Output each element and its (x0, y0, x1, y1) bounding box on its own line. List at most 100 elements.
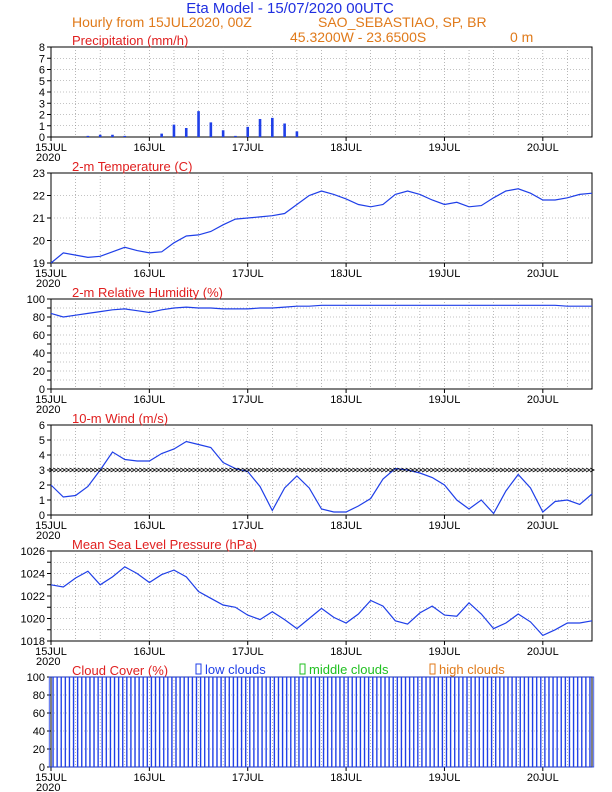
precip-bar (258, 119, 262, 137)
x-tick-label: 18JUL (330, 394, 362, 406)
wind-barb (499, 467, 505, 473)
low-cloud-bar (106, 676, 111, 768)
low-cloud-bar (155, 676, 160, 768)
precip-bar (271, 117, 274, 137)
low-cloud-bar (557, 676, 562, 768)
low-cloud-bar (126, 676, 132, 768)
wind-barb (454, 467, 460, 473)
wind-barb (548, 467, 555, 473)
wind-barb (212, 467, 218, 473)
legend-swatch (429, 663, 436, 675)
low-cloud-bar (384, 676, 390, 768)
wind-barb (475, 467, 481, 473)
low-cloud-bar (282, 676, 287, 768)
wind-barb (110, 467, 116, 473)
y-tick-label: 8 (39, 42, 45, 54)
wind-barb (143, 467, 149, 473)
wind-barb (503, 467, 509, 473)
low-cloud-bar (540, 676, 545, 768)
wind-barb (352, 467, 358, 473)
low-cloud-bar (466, 676, 472, 768)
x-tick-label: 18JUL (330, 772, 362, 784)
precip-bar (197, 111, 200, 137)
wind-barb (147, 467, 153, 473)
wind-barb (544, 467, 550, 473)
wind-barb (102, 467, 108, 473)
low-cloud-bar (294, 676, 300, 768)
wind-barb (282, 467, 288, 473)
panel-5: 1018 1020 1022 1024 1026 15JUL 16JUL 17JUL 18JUL… (21, 537, 593, 668)
x-tick-label: 19JUL (429, 772, 461, 784)
wind-barb (520, 467, 526, 473)
low-cloud-bar (315, 676, 320, 768)
low-cloud-bar (470, 676, 476, 768)
wind-barb (585, 467, 591, 473)
panel-2: 19 20 21 22 23 15JUL 16JUL 17JUL 18JUL 19JUL 20JUL… (33, 159, 593, 290)
low-cloud-bar (85, 676, 91, 768)
y-tick-label: 3 (39, 98, 45, 110)
low-cloud-bar (380, 676, 386, 768)
x-tick-label: 15JUL (35, 646, 67, 658)
low-cloud-bar (434, 676, 439, 768)
low-cloud-bar (175, 676, 181, 768)
low-cloud-bar (491, 676, 496, 768)
wind-barb (298, 467, 305, 473)
precip-bar (98, 134, 102, 137)
low-cloud-bar (89, 676, 95, 768)
low-cloud-bar (524, 676, 529, 768)
wind-barb (200, 467, 206, 473)
low-cloud-bar (130, 676, 136, 768)
low-cloud-bar (503, 676, 509, 768)
wind-barb (450, 467, 456, 473)
low-cloud-bar (65, 676, 70, 768)
y-tick-label: 60 (33, 330, 45, 342)
precip-bar (246, 126, 250, 137)
y-tick-label: 1022 (21, 591, 45, 603)
low-cloud-bar (61, 676, 66, 768)
low-cloud-bar (409, 676, 414, 768)
wind-barb (241, 467, 247, 473)
y-tick-label: 3 (39, 465, 45, 477)
x-tick-label: 17JUL (232, 268, 264, 280)
y-tick-label: 2 (39, 110, 45, 122)
y-tick-label: 1 (39, 121, 45, 133)
x-tick-label: 16JUL (133, 520, 165, 532)
low-cloud-bar (241, 676, 246, 768)
wind-barb (159, 467, 165, 473)
y-tick-label: 80 (33, 690, 45, 702)
x-tick-label: 16JUL (133, 142, 165, 154)
low-cloud-bar (225, 676, 230, 768)
y-tick-label: 6 (39, 420, 45, 432)
series-line (50, 440, 593, 515)
low-cloud-bar (389, 676, 394, 768)
low-cloud-bar (458, 676, 463, 768)
wind-barb (249, 467, 255, 473)
wind-barb (171, 467, 177, 473)
low-cloud-bar (532, 676, 537, 768)
wind-barb (462, 467, 468, 473)
x-tick-label: 17JUL (232, 772, 264, 784)
x-tick-label: 18JUL (330, 646, 362, 658)
y-tick-label: 0 (39, 384, 45, 396)
x-tick-label: 19JUL (429, 520, 461, 532)
low-cloud-bar (102, 676, 107, 768)
wind-barb (229, 467, 235, 473)
precip-bar (86, 135, 90, 137)
low-cloud-bar (278, 676, 283, 768)
x-tick-label: 19JUL (429, 268, 461, 280)
low-cloud-bar (516, 676, 521, 768)
station-name: SAO_SEBASTIAO, SP, BR (318, 14, 487, 30)
low-cloud-bar (573, 676, 578, 768)
low-cloud-bar (475, 676, 480, 768)
wind-barb (118, 467, 124, 473)
x-tick-label: 20JUL (527, 520, 559, 532)
precip-bar (295, 131, 299, 137)
y-tick-label: 40 (33, 726, 45, 738)
low-cloud-bar (331, 676, 336, 768)
y-tick-label: 100 (27, 672, 45, 684)
low-cloud-bar (450, 676, 455, 768)
x-tick-label: 20JUL (527, 268, 559, 280)
y-tick-label: 19 (33, 258, 45, 270)
low-cloud-bar (220, 676, 226, 768)
wind-barb (421, 467, 427, 473)
